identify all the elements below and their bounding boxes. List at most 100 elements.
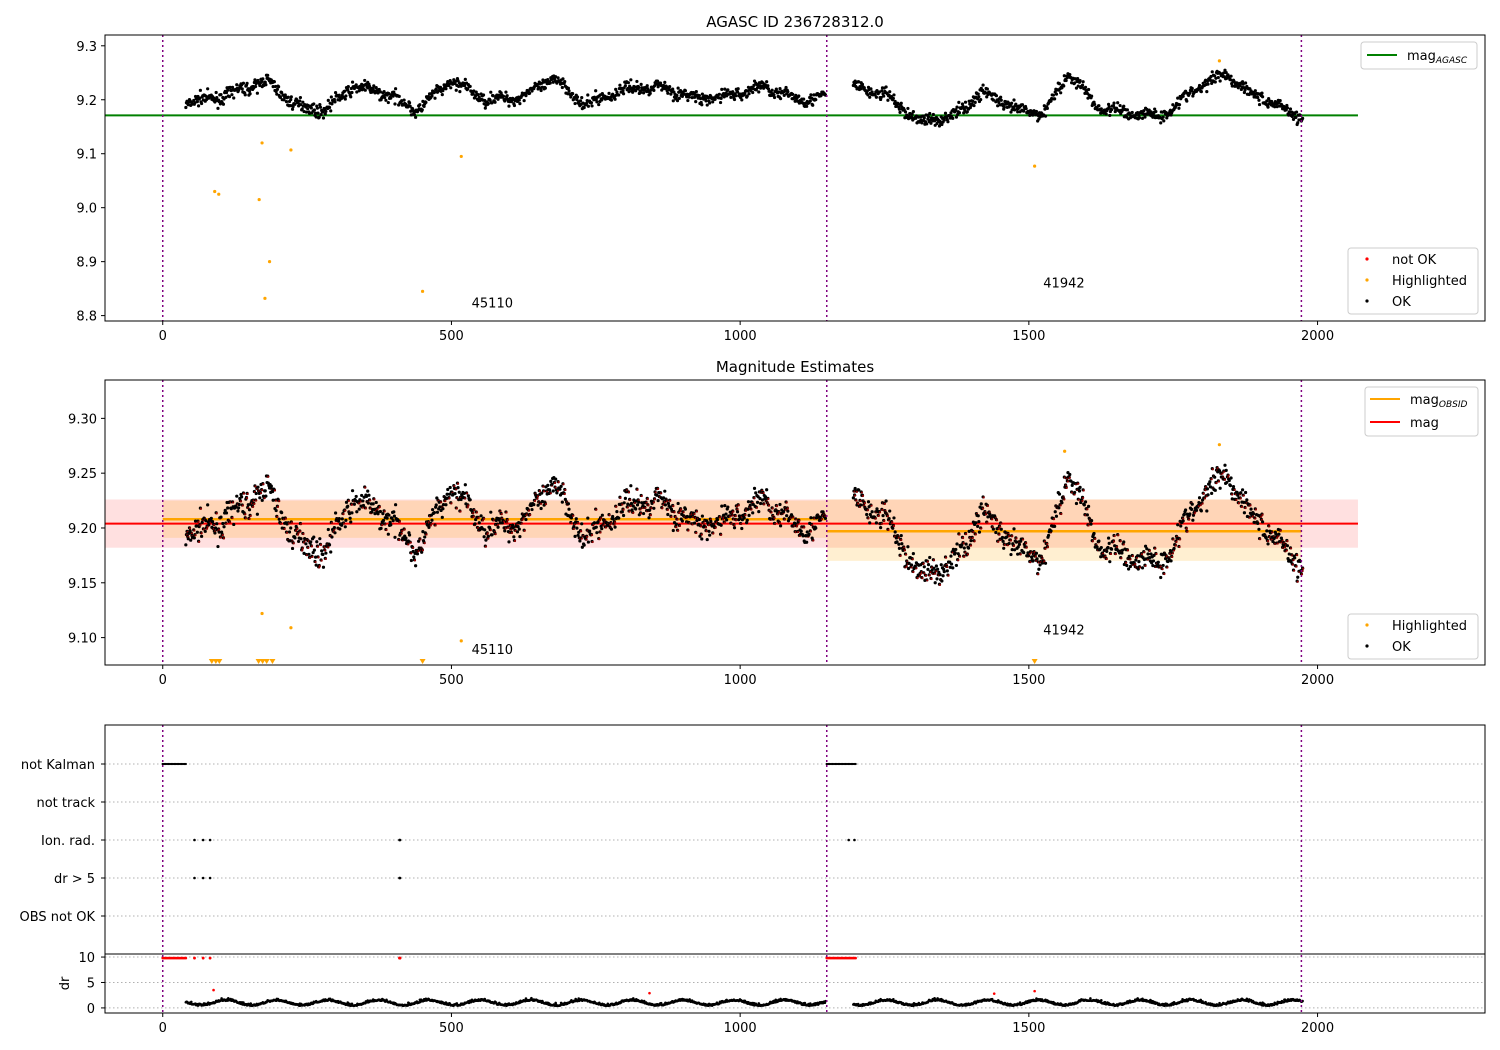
ok-point bbox=[367, 493, 371, 497]
agasc-ytick-label-2: 9.0 bbox=[76, 202, 97, 217]
ok-point bbox=[1149, 552, 1153, 556]
ok-point-shadow bbox=[1254, 508, 1258, 511]
ok-point bbox=[344, 500, 349, 504]
ok-point bbox=[527, 91, 532, 95]
flag-point bbox=[853, 838, 856, 842]
ok-point bbox=[276, 85, 281, 89]
ok-point bbox=[618, 83, 622, 87]
ok-point-shadow bbox=[273, 489, 277, 492]
ok-point bbox=[1060, 501, 1064, 505]
ok-point bbox=[698, 96, 703, 101]
ok-point-shadow bbox=[1261, 513, 1264, 516]
ok-point bbox=[1022, 550, 1026, 555]
ok-point-shadow bbox=[962, 542, 965, 545]
ok-point bbox=[857, 80, 861, 84]
ok-point-shadow bbox=[700, 533, 703, 536]
ok-point bbox=[1194, 508, 1199, 512]
ok-point-shadow bbox=[649, 514, 652, 517]
ok-point bbox=[638, 90, 643, 95]
ok-point bbox=[1213, 488, 1217, 492]
ok-point-shadow bbox=[644, 506, 647, 510]
ok-point bbox=[791, 92, 795, 97]
ok-point bbox=[859, 503, 863, 507]
ok-point bbox=[274, 508, 278, 513]
ok-point bbox=[456, 486, 460, 490]
ok-point bbox=[940, 122, 944, 127]
ok-point-shadow bbox=[660, 492, 663, 495]
ok-point bbox=[1257, 102, 1262, 107]
ok-point-shadow bbox=[252, 505, 255, 508]
ok-point-shadow bbox=[472, 515, 475, 518]
ok-point bbox=[266, 73, 270, 77]
ok-point-shadow bbox=[591, 540, 594, 544]
ok-point-shadow bbox=[1065, 486, 1068, 489]
ok-point-shadow bbox=[767, 504, 771, 507]
ok-point-shadow bbox=[930, 577, 933, 581]
ok-point bbox=[355, 510, 359, 514]
ok-point-shadow bbox=[455, 488, 458, 491]
flag-point bbox=[208, 876, 212, 880]
ok-point bbox=[1253, 89, 1257, 93]
ok-point bbox=[535, 82, 540, 87]
ok-point-shadow bbox=[986, 521, 989, 524]
ok-point bbox=[1016, 110, 1020, 114]
ok-point bbox=[868, 521, 872, 525]
legend-magnitude-lines[interactable]: magOBSID mag bbox=[1364, 386, 1479, 437]
ok-point bbox=[666, 91, 670, 95]
legend-magnitude-points[interactable]: Highlighted OK bbox=[1347, 613, 1479, 660]
ok-point-shadow bbox=[1286, 540, 1289, 543]
ok-point-shadow bbox=[259, 492, 263, 495]
ok-point bbox=[524, 94, 528, 98]
ok-point-shadow bbox=[928, 574, 931, 577]
ok-point bbox=[550, 77, 554, 81]
ok-point bbox=[1086, 96, 1090, 100]
ok-point bbox=[354, 494, 358, 499]
ok-point bbox=[785, 514, 789, 518]
ok-point bbox=[951, 566, 955, 570]
ok-point-shadow bbox=[733, 524, 736, 527]
ok-point bbox=[1049, 99, 1053, 103]
ok-point bbox=[1205, 509, 1209, 513]
ok-point bbox=[809, 93, 813, 97]
ok-point bbox=[309, 106, 313, 110]
ok-point-shadow bbox=[1008, 535, 1011, 538]
ok-point bbox=[273, 84, 278, 89]
ok-point bbox=[683, 89, 688, 93]
ok-point bbox=[291, 104, 295, 109]
ok-point bbox=[692, 95, 697, 99]
ok-point bbox=[418, 103, 422, 107]
ok-point bbox=[1057, 506, 1061, 510]
ok-point bbox=[491, 94, 495, 98]
ok-point bbox=[1176, 523, 1180, 527]
ok-point bbox=[269, 484, 273, 488]
ok-point bbox=[1097, 104, 1101, 108]
ok-point-shadow bbox=[523, 529, 526, 532]
ok-point-shadow bbox=[886, 515, 889, 518]
ok-point-shadow bbox=[500, 513, 503, 516]
ok-point bbox=[224, 511, 229, 515]
ok-point-shadow bbox=[963, 555, 966, 558]
ok-point bbox=[314, 563, 318, 567]
ok-point bbox=[793, 99, 797, 103]
ok-point-shadow bbox=[912, 570, 915, 574]
ok-point bbox=[293, 536, 297, 540]
ok-point-shadow bbox=[219, 536, 223, 539]
flag-point bbox=[847, 838, 850, 842]
legend-agasc-lines[interactable]: magAGASC bbox=[1360, 41, 1478, 70]
ok-point bbox=[758, 501, 763, 506]
legend-agasc-points[interactable]: not OK Highlighted OK bbox=[1347, 247, 1479, 315]
ok-point bbox=[634, 507, 638, 511]
highlighted-point bbox=[289, 148, 293, 152]
ok-point bbox=[558, 487, 562, 491]
ok-point bbox=[1210, 81, 1214, 86]
ok-point bbox=[719, 523, 723, 527]
ok-point bbox=[1218, 486, 1222, 490]
ok-point bbox=[967, 99, 971, 103]
ok-point-shadow bbox=[653, 498, 657, 501]
ok-point bbox=[1143, 115, 1147, 119]
ok-point-shadow bbox=[330, 521, 334, 525]
ok-point bbox=[346, 85, 350, 89]
ok-point-shadow bbox=[985, 513, 988, 516]
ok-point bbox=[814, 526, 818, 530]
magnitude-xtick-label-1000: 1000 bbox=[724, 673, 757, 688]
